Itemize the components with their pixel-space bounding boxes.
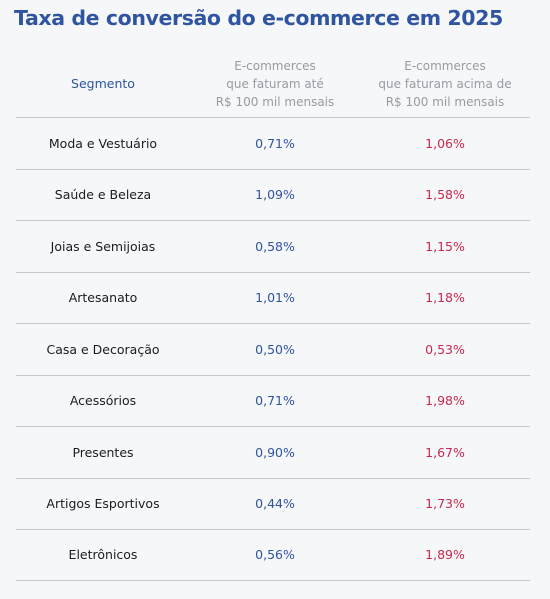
table-row: Casa e Decoração 0,50% 0,53% xyxy=(16,323,530,375)
table-row: Saúde e Beleza 1,09% 1,58% xyxy=(16,168,530,221)
rate-up-to-100k-cell: 0,71% xyxy=(255,135,295,151)
rate-above-100k-cell: 1,58% xyxy=(425,187,465,203)
rate-up-to-100k-cell: 0,56% xyxy=(255,547,295,563)
rate-above-100k-cell: 1,15% xyxy=(425,238,465,254)
table-row: Presentes 0,90% 1,67% xyxy=(16,426,530,478)
segment-cell: Saúde e Beleza xyxy=(54,187,152,203)
table-row: Acessórios 0,71% 1,98% xyxy=(16,374,530,427)
segment-cell: Artigos Esportivos xyxy=(46,496,160,512)
header-col-b-line: que faturam acima de xyxy=(378,77,512,91)
rate-above-100k-cell: 0,53% xyxy=(425,341,465,357)
header-col-b-line: E-commerces xyxy=(404,59,486,73)
header-col-a-line: R$ 100 mil mensais xyxy=(215,95,335,109)
table-row: Eletrônicos 0,56% 1,89% xyxy=(16,529,530,581)
header-segment: Segmento xyxy=(71,76,135,91)
rate-up-to-100k-cell: 1,01% xyxy=(255,290,295,306)
header-col-b: E-commerces que faturam acima de R$ 100 … xyxy=(360,52,530,116)
rate-above-100k-cell: 1,06% xyxy=(425,135,465,151)
table-row: Artesanato 1,01% 1,18% xyxy=(16,271,530,324)
table-row: Moda e Vestuário 0,71% 1,06% xyxy=(16,117,530,169)
segment-cell: Eletrônicos xyxy=(68,547,138,563)
rate-up-to-100k-cell: 0,90% xyxy=(255,444,295,460)
header-col-a-line: que faturam até xyxy=(226,77,324,91)
rate-above-100k-cell: 1,89% xyxy=(425,547,465,563)
segment-cell: Presentes xyxy=(72,444,134,460)
rate-above-100k-cell: 1,73% xyxy=(425,496,465,512)
rate-up-to-100k-cell: 1,09% xyxy=(255,187,295,203)
table-row: Joias e Semijoias 0,58% 1,15% xyxy=(16,220,530,272)
segment-cell: Casa e Decoração xyxy=(46,341,160,357)
rate-above-100k-cell: 1,67% xyxy=(425,444,465,460)
rate-above-100k-cell: 1,98% xyxy=(425,393,465,409)
rate-up-to-100k-cell: 0,50% xyxy=(255,341,295,357)
table-header: Segmento E-commerces que faturam até R$ … xyxy=(16,52,530,116)
header-col-a-line: E-commerces xyxy=(234,59,316,73)
segment-cell: Moda e Vestuário xyxy=(48,135,158,151)
rate-above-100k-cell: 1,18% xyxy=(425,290,465,306)
rate-up-to-100k-cell: 0,58% xyxy=(255,238,295,254)
rate-up-to-100k-cell: 0,71% xyxy=(255,393,295,409)
header-col-a: E-commerces que faturam até R$ 100 mil m… xyxy=(190,52,360,116)
header-col-b-line: R$ 100 mil mensais xyxy=(385,95,505,109)
chart-title: Taxa de conversão do e-commerce em 2025 xyxy=(14,6,503,30)
table-row: Artigos Esportivos 0,44% 1,73% xyxy=(16,477,530,530)
rate-up-to-100k-cell: 0,44% xyxy=(255,496,295,512)
table-body: Moda e Vestuário 0,71% 1,06% Saúde e Bel… xyxy=(16,117,530,581)
segment-cell: Acessórios xyxy=(69,393,137,409)
segment-cell: Joias e Semijoias xyxy=(50,238,156,254)
segment-cell: Artesanato xyxy=(68,290,138,306)
